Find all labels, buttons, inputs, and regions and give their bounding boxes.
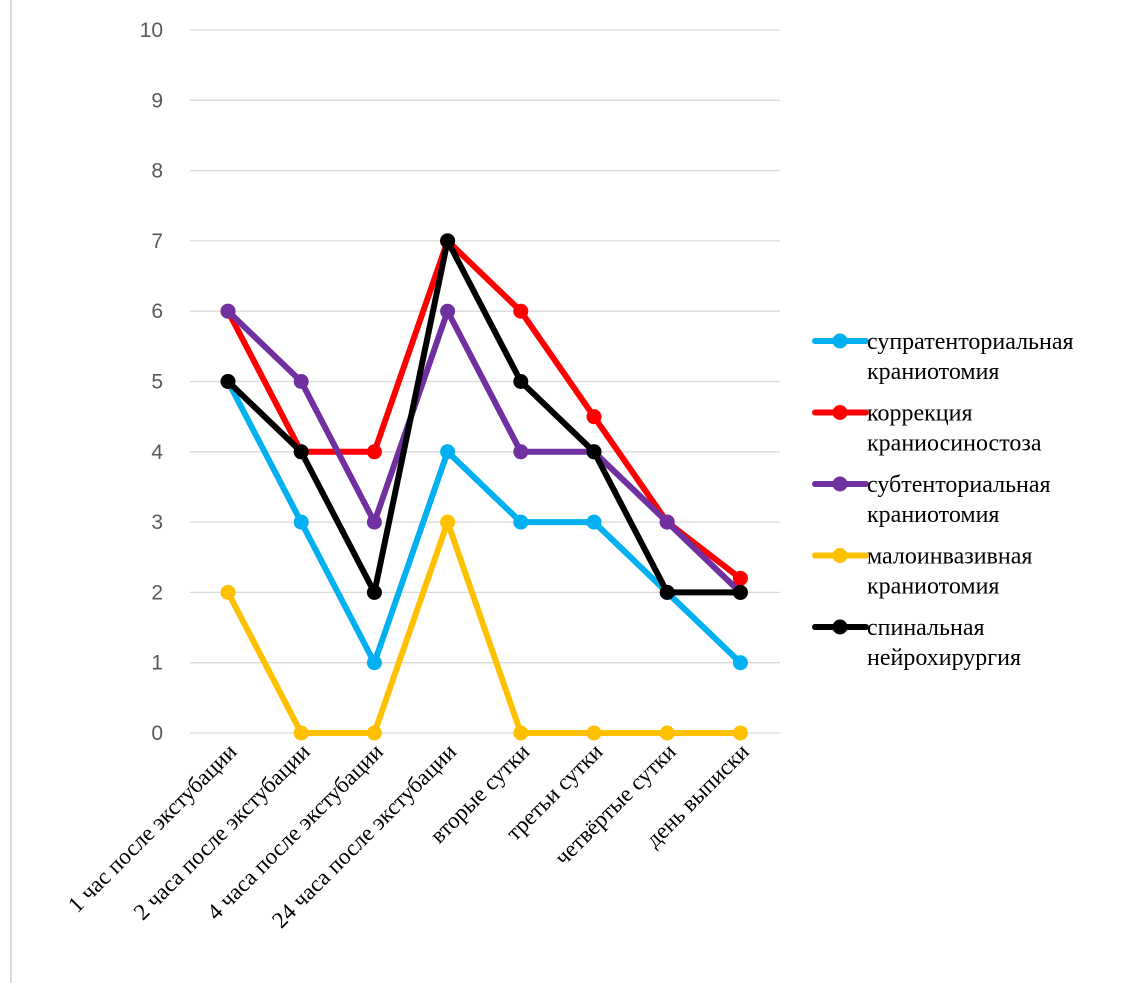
data-point: [366, 655, 382, 671]
legend-label: спинальная нейрохирургия: [867, 615, 1021, 671]
legend-item: малоинвазивная краниотомия: [812, 544, 1032, 600]
y-tick-label: 0: [151, 722, 163, 745]
legend-label-line: субтенториальная: [867, 472, 1051, 498]
data-point: [220, 303, 236, 319]
legend-swatch-marker: [832, 405, 848, 420]
series-5: [220, 233, 748, 600]
legend-label: малоинвазивная краниотомия: [867, 544, 1032, 600]
data-point: [513, 725, 529, 741]
y-tick-label: 6: [151, 300, 163, 323]
y-tick-label: 9: [151, 89, 163, 112]
series-lines: [220, 233, 748, 741]
legend-item: субтенториальная краниотомия: [812, 472, 1051, 528]
data-point: [366, 514, 382, 530]
series-line: [225, 308, 744, 596]
data-point: [220, 374, 236, 389]
y-tick-label: 5: [151, 371, 163, 394]
data-point: [440, 444, 456, 460]
legend-label-line: супратенториальная: [867, 329, 1074, 355]
data-point: [366, 725, 382, 741]
series-line: [225, 378, 744, 666]
legend-label-line: краниотомия: [867, 502, 999, 528]
series-line: [225, 519, 744, 736]
legend-item: спинальная нейрохирургия: [812, 615, 1021, 671]
data-point: [440, 233, 456, 249]
data-point: [513, 303, 529, 319]
legend-label: коррекция краниосиностоза: [867, 401, 1042, 457]
data-point: [659, 514, 675, 530]
left-border-line: [10, 0, 12, 983]
y-tick-label: 4: [151, 441, 163, 464]
series-4: [220, 514, 748, 741]
data-point: [732, 584, 748, 600]
legend-label: супратенториальная краниотомия: [867, 329, 1074, 385]
legend-label-line: краниотомия: [867, 359, 999, 385]
series-line: [225, 237, 744, 596]
data-point: [293, 444, 309, 460]
legend: супратенториальная краниотомия коррекция кр…: [812, 329, 1074, 671]
series-line: [225, 237, 744, 582]
data-point: [732, 655, 748, 671]
data-point: [659, 725, 675, 741]
data-point: [440, 303, 456, 319]
legend-label-line: нейрохирургия: [867, 645, 1021, 671]
data-point: [513, 374, 529, 389]
data-point: [513, 444, 529, 460]
y-tick-label: 1: [151, 652, 163, 675]
data-point: [293, 514, 309, 530]
data-point: [366, 444, 382, 460]
data-point: [366, 584, 382, 600]
data-point: [586, 409, 602, 425]
legend-item: супратенториальная краниотомия: [812, 329, 1074, 385]
legend-label-line: спинальная: [867, 615, 985, 641]
data-point: [293, 374, 309, 389]
data-point: [293, 725, 309, 741]
legend-swatch-marker: [832, 333, 848, 349]
data-point: [440, 514, 456, 530]
data-point: [732, 725, 748, 741]
data-point: [659, 584, 675, 600]
data-point: [586, 444, 602, 460]
legend-label: субтенториальная краниотомия: [867, 472, 1051, 528]
y-tick-label: 8: [151, 160, 163, 183]
legend-label-line: коррекция: [867, 401, 972, 427]
legend-label-line: краниотомия: [867, 574, 999, 600]
legend-swatch-marker: [832, 548, 848, 563]
data-point: [586, 725, 602, 741]
legend-label-line: малоинвазивная: [867, 544, 1032, 570]
data-point: [732, 570, 748, 586]
y-tick-label: 3: [151, 511, 163, 534]
data-point: [513, 514, 529, 530]
legend-item: коррекция краниосиностоза: [812, 401, 1042, 457]
data-point: [586, 514, 602, 530]
y-tick-label: 2: [151, 581, 163, 604]
y-tick-label: 10: [140, 19, 163, 42]
legend-label-line: краниосиностоза: [867, 431, 1042, 457]
y-axis-tick-labels: 0 1 2 3 4 5 6 7 8 9 10: [140, 19, 164, 745]
data-point: [220, 584, 236, 600]
series-2: [220, 233, 748, 586]
y-tick-label: 7: [151, 230, 163, 253]
legend-swatch-marker: [832, 476, 848, 492]
legend-swatch-marker: [832, 619, 848, 635]
